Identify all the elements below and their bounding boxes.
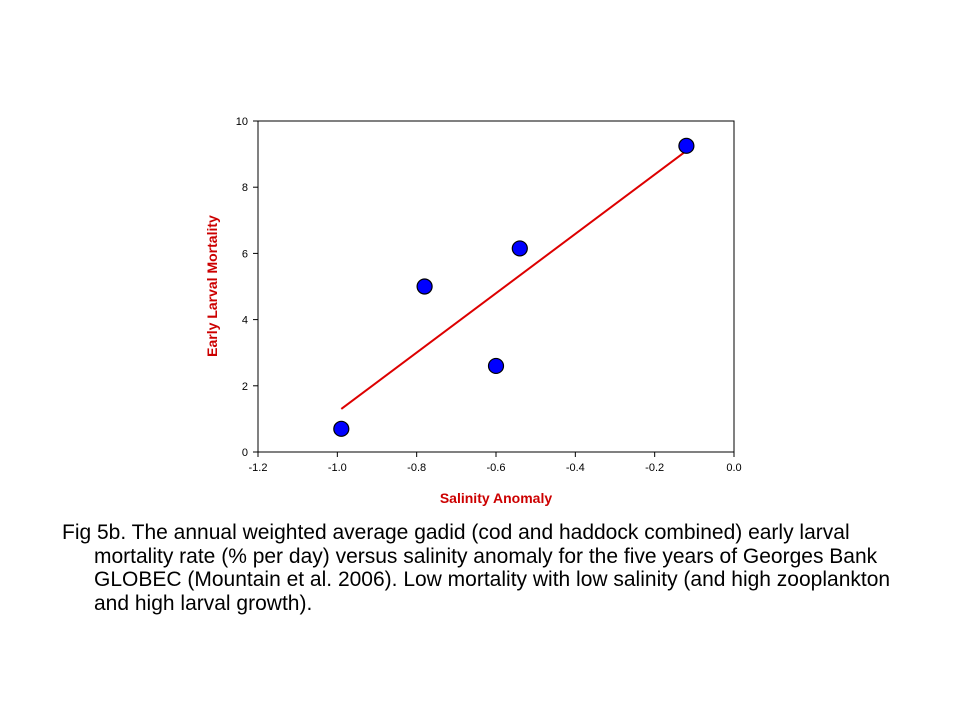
y-tick-label: 8 (242, 182, 248, 194)
y-tick-label: 4 (242, 315, 248, 327)
y-axis-title: Early Larval Mortality (204, 215, 220, 357)
data-point-3 (487, 357, 505, 375)
y-tick-label: 10 (236, 116, 248, 128)
x-tick-label: -0.8 (407, 462, 426, 474)
plot-area (257, 120, 735, 453)
x-tick-label: -1.2 (249, 462, 268, 474)
x-axis: -1.2 -1.0 -0.8 -0.6 -0.4 -0.2 0.0 (249, 452, 742, 474)
x-axis-title: Salinity Anomaly (440, 490, 553, 506)
regression-line (340, 149, 687, 410)
x-tick-label: -0.6 (487, 462, 506, 474)
x-tick-label: 0.0 (726, 462, 741, 474)
y-tick-label: 2 (242, 381, 248, 393)
figure-caption: Fig 5b. The annual weighted average gadi… (62, 521, 922, 615)
y-tick-label: 6 (242, 248, 248, 260)
caption-text: Fig 5b. The annual weighted average gadi… (62, 521, 891, 615)
y-axis: 0 2 4 6 8 10 (236, 116, 258, 459)
y-tick-label: 0 (242, 447, 248, 459)
data-points (333, 137, 695, 437)
data-point-5 (678, 137, 695, 154)
x-tick-label: -0.2 (645, 462, 664, 474)
data-point-2 (416, 278, 433, 295)
x-tick-label: -1.0 (328, 462, 347, 474)
x-tick-label: -0.4 (566, 462, 585, 474)
data-point-4 (511, 240, 528, 257)
data-point-1 (333, 420, 350, 437)
